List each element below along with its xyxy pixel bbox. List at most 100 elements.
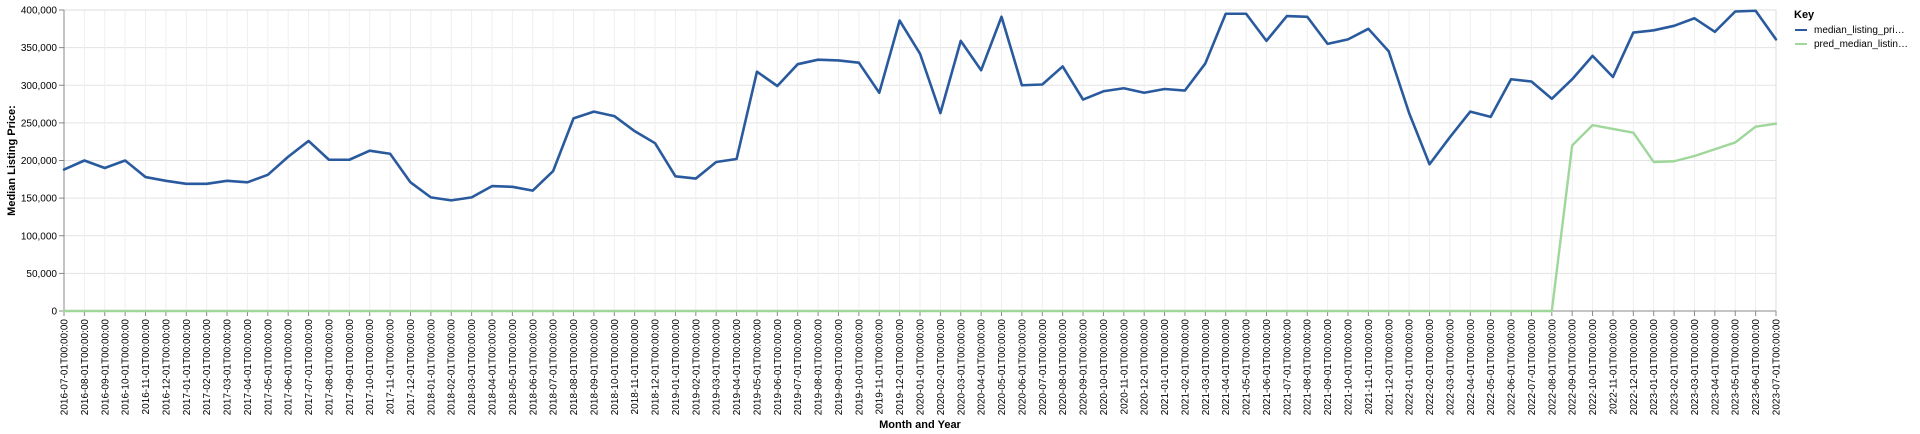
x-tick-label: 2019-04-01T00:00:00	[732, 319, 743, 416]
data-point	[1591, 55, 1593, 57]
x-tick-label: 2016-09-01T00:00:00	[100, 319, 111, 416]
data-point	[1673, 160, 1675, 162]
x-tick-label: 2018-08-01T00:00:00	[569, 319, 580, 416]
data-point	[450, 199, 452, 201]
x-tick-label: 2021-10-01T00:00:00	[1344, 319, 1355, 416]
data-point	[226, 310, 228, 312]
data-point	[348, 159, 350, 161]
data-point	[511, 186, 513, 188]
data-point	[552, 310, 554, 312]
data-point	[1693, 17, 1695, 19]
data-point	[63, 310, 65, 312]
x-tick-label: 2020-07-01T00:00:00	[1038, 319, 1049, 416]
x-tick-label: 2023-04-01T00:00:00	[1710, 319, 1721, 416]
data-point	[165, 310, 167, 312]
data-point	[1102, 90, 1104, 92]
series-layer	[62, 9, 1778, 313]
data-point	[328, 310, 330, 312]
data-point	[1184, 89, 1186, 91]
data-point	[878, 92, 880, 94]
legend: Key median_listing_pri… pred_median_listi…	[1794, 9, 1908, 50]
data-point	[1286, 15, 1288, 17]
x-tick-label: 2021-11-01T00:00:00	[1364, 319, 1375, 415]
x-tick-label: 2019-03-01T00:00:00	[712, 319, 723, 416]
x-tick-label: 2017-07-01T00:00:00	[304, 319, 315, 416]
data-point	[1245, 13, 1247, 15]
data-point	[144, 176, 146, 178]
data-point	[1326, 310, 1328, 312]
data-point	[858, 61, 860, 63]
x-tick-label: 2019-10-01T00:00:00	[854, 319, 865, 416]
data-point	[205, 183, 207, 185]
legend-label: pred_median_listin…	[1814, 39, 1908, 50]
x-tick-label: 2017-02-01T00:00:00	[202, 319, 213, 416]
x-tick-label: 2020-03-01T00:00:00	[956, 319, 967, 416]
x-tick-label: 2019-07-01T00:00:00	[793, 319, 804, 416]
x-tick-label: 2022-07-01T00:00:00	[1527, 319, 1538, 416]
data-point	[430, 310, 432, 312]
data-point	[960, 310, 962, 312]
x-tick-label: 2022-11-01T00:00:00	[1608, 319, 1619, 415]
data-point	[898, 310, 900, 312]
x-axis: 2016-07-01T00:00:00 2016-08-01T00:00:00 20…	[60, 310, 1783, 416]
x-tick-label: 2023-05-01T00:00:00	[1731, 319, 1742, 416]
x-tick-label: 2018-04-01T00:00:00	[488, 319, 499, 416]
data-point	[572, 310, 574, 312]
x-tick-label: 2017-06-01T00:00:00	[284, 319, 295, 416]
data-point	[919, 310, 921, 312]
x-tick-label: 2017-09-01T00:00:00	[345, 319, 356, 416]
x-tick-label: 2021-07-01T00:00:00	[1282, 319, 1293, 416]
x-tick-label: 2022-04-01T00:00:00	[1466, 319, 1477, 416]
data-point	[1530, 310, 1532, 312]
data-point	[1469, 110, 1471, 112]
x-tick-label: 2021-03-01T00:00:00	[1201, 319, 1212, 416]
x-tick-label: 2020-11-01T00:00:00	[1119, 319, 1130, 415]
data-point	[1408, 310, 1410, 312]
data-point	[389, 310, 391, 312]
x-tick-label: 2019-06-01T00:00:00	[773, 319, 784, 416]
data-point	[328, 159, 330, 161]
x-tick-label: 2017-04-01T00:00:00	[243, 319, 254, 416]
data-point	[1225, 13, 1227, 15]
data-point	[980, 69, 982, 71]
data-point	[1693, 155, 1695, 157]
data-point	[409, 310, 411, 312]
data-point	[613, 310, 615, 312]
x-tick-label: 2023-07-01T00:00:00	[1772, 319, 1783, 416]
data-point	[1449, 136, 1451, 138]
x-tick-label: 2017-08-01T00:00:00	[324, 319, 335, 416]
data-point	[858, 310, 860, 312]
data-point	[878, 310, 880, 312]
data-point	[1306, 16, 1308, 18]
data-point	[185, 310, 187, 312]
data-point	[715, 161, 717, 163]
data-point	[1734, 141, 1736, 143]
data-point	[63, 168, 65, 170]
data-point	[1082, 310, 1084, 312]
data-point	[1632, 131, 1634, 133]
x-tick-label: 2020-06-01T00:00:00	[1017, 319, 1028, 416]
data-point	[1347, 38, 1349, 40]
x-tick-label: 2020-02-01T00:00:00	[936, 319, 947, 416]
data-point	[124, 159, 126, 161]
data-point	[1489, 116, 1491, 118]
legend-items: median_listing_pri… pred_median_listin…	[1795, 25, 1908, 50]
data-point	[837, 59, 839, 61]
data-point	[1021, 310, 1023, 312]
data-point	[1041, 310, 1043, 312]
x-tick-label: 2022-12-01T00:00:00	[1629, 319, 1640, 416]
data-point	[756, 310, 758, 312]
data-point	[1551, 98, 1553, 100]
x-tick-label: 2021-05-01T00:00:00	[1242, 319, 1253, 416]
data-point	[1754, 125, 1756, 127]
data-point	[104, 310, 106, 312]
data-point	[735, 158, 737, 160]
x-tick-label: 2023-03-01T00:00:00	[1690, 319, 1701, 416]
x-tick-label: 2018-05-01T00:00:00	[508, 319, 519, 416]
data-point	[695, 310, 697, 312]
data-point	[1265, 40, 1267, 42]
data-point	[1469, 310, 1471, 312]
data-point	[1388, 310, 1390, 312]
data-point	[1326, 43, 1328, 45]
data-point	[1775, 38, 1777, 40]
